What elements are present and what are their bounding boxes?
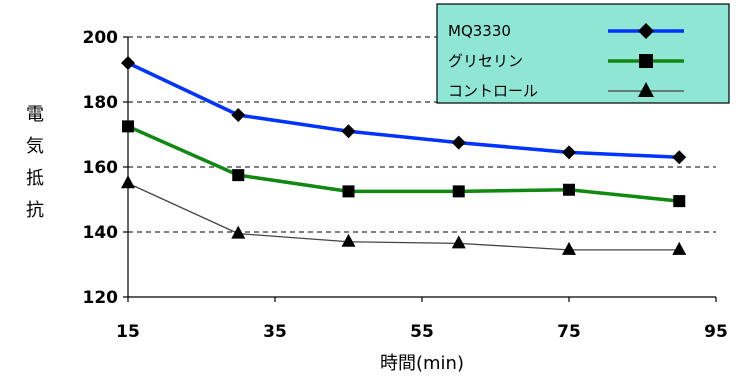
y-tick-label-180: 180 bbox=[83, 93, 119, 113]
axis-layer: 120 140 160 180 200 15 35 55 75 95 bbox=[83, 28, 728, 342]
y-axis-title-char-1: 気 bbox=[26, 136, 44, 157]
data-point-0-1 bbox=[231, 108, 246, 122]
y-tick-label-140: 140 bbox=[83, 223, 119, 243]
series-2 bbox=[121, 175, 687, 255]
data-point-0-0 bbox=[121, 56, 135, 70]
y-tick-label-160: 160 bbox=[83, 158, 119, 178]
data-point-1-2 bbox=[342, 185, 355, 198]
legend-label-2: コントロール bbox=[448, 82, 538, 100]
series-line-1 bbox=[127, 124, 680, 203]
x-axis-title: 時間(min) bbox=[380, 353, 464, 374]
data-point-2-4 bbox=[562, 241, 576, 255]
y-tick-label-200: 200 bbox=[83, 28, 119, 48]
legend-label-1: グリセリン bbox=[448, 52, 523, 70]
series-line-0 bbox=[127, 61, 680, 159]
y-axis-title-char-3: 抗 bbox=[26, 200, 44, 221]
data-point-1-1 bbox=[232, 169, 245, 182]
x-tick-label-15: 15 bbox=[116, 322, 140, 342]
series-layer bbox=[121, 56, 687, 255]
x-tick-label-75: 75 bbox=[557, 322, 581, 342]
data-point-0-3 bbox=[451, 135, 466, 150]
data-point-1-3 bbox=[452, 185, 465, 198]
y-axis-title-char-0: 電 bbox=[26, 104, 44, 125]
series-0 bbox=[121, 56, 687, 165]
series-line-2 bbox=[127, 182, 680, 251]
data-point-2-5 bbox=[672, 241, 687, 255]
legend-marker-1 bbox=[639, 54, 653, 68]
y-axis-title-char-2: 抵 bbox=[26, 168, 44, 189]
legend-label-0: MQ3330 bbox=[448, 22, 511, 40]
data-point-0-4 bbox=[562, 145, 576, 160]
series-1 bbox=[122, 120, 686, 208]
x-tick-label-55: 55 bbox=[410, 322, 434, 342]
x-tick-label-35: 35 bbox=[263, 322, 287, 342]
y-tick-label-120: 120 bbox=[83, 288, 119, 308]
x-tick-label-95: 95 bbox=[704, 322, 728, 342]
legend-marker-0 bbox=[638, 23, 654, 39]
data-point-1-0 bbox=[122, 120, 134, 133]
data-point-0-5 bbox=[672, 150, 687, 165]
data-point-2-1 bbox=[231, 225, 246, 239]
data-point-2-2 bbox=[341, 233, 356, 247]
data-point-2-3 bbox=[451, 235, 466, 249]
data-point-2-0 bbox=[121, 175, 135, 189]
data-point-0-2 bbox=[341, 124, 356, 139]
legend-box bbox=[436, 3, 730, 104]
data-point-1-4 bbox=[563, 183, 575, 196]
data-point-1-5 bbox=[673, 195, 686, 208]
legend-marker-2 bbox=[638, 82, 654, 97]
